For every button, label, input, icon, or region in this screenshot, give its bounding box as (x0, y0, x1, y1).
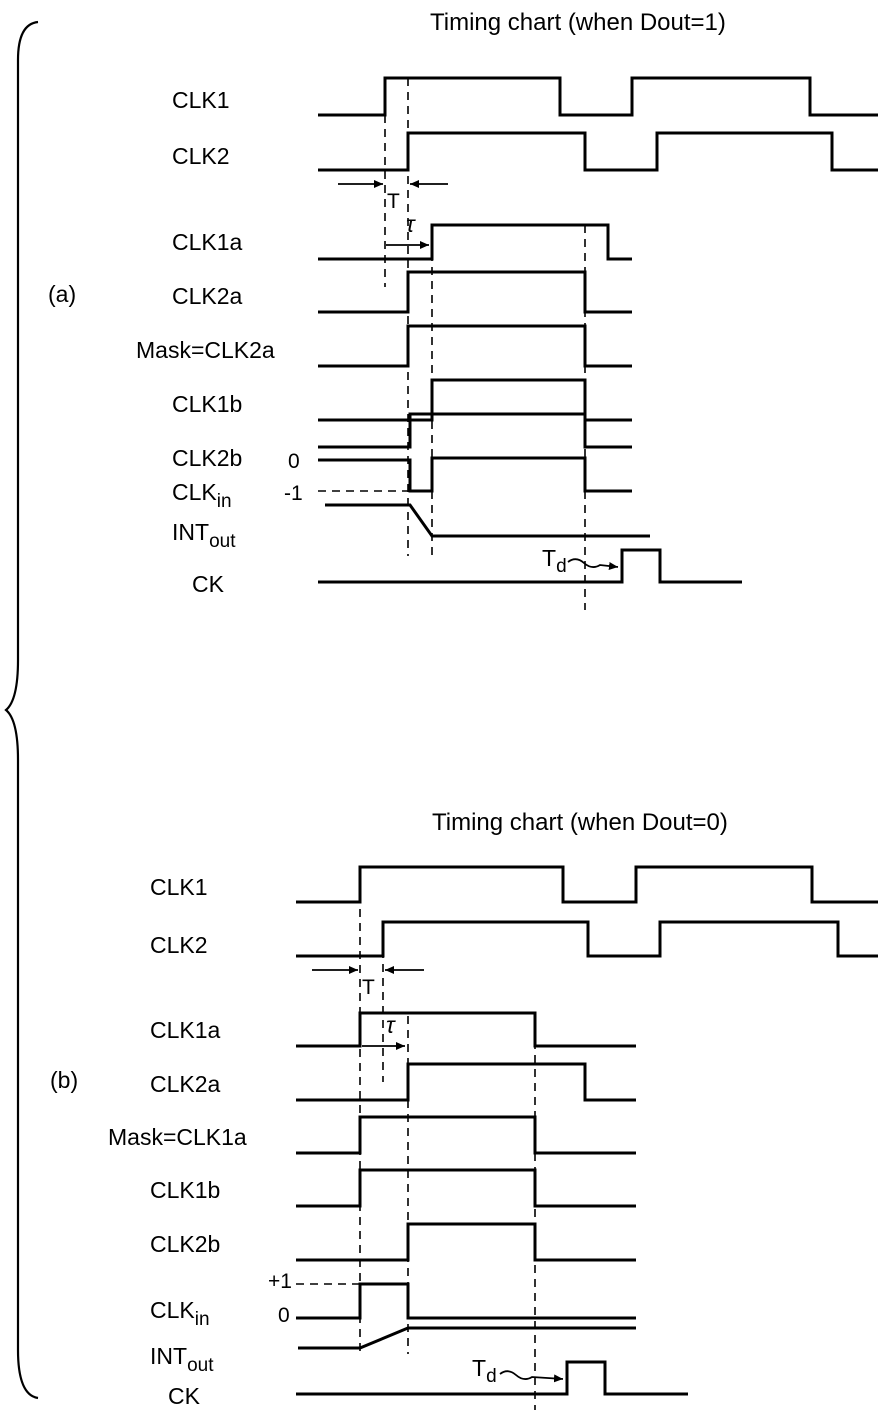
t-label: T (362, 976, 375, 999)
signal-label-clk1b: CLK1b (150, 1177, 220, 1203)
signal-label-mask: Mask=CLK1a (108, 1124, 247, 1150)
td-label: Td (542, 545, 567, 577)
signal-label-ck: CK (168, 1383, 201, 1409)
waveform-clk1a (296, 1013, 636, 1046)
signal-label-intout: INTout (172, 519, 236, 552)
waveform-mask (318, 326, 632, 366)
waveform-clk1 (296, 867, 878, 902)
t-label: T (387, 190, 400, 213)
panel-b: Timing chart (when Dout=0) (b) CLK1 CLK2… (50, 809, 878, 1410)
level-label-lower: -1 (284, 482, 303, 505)
waveform-clk2 (318, 133, 878, 170)
signal-label-mask: Mask=CLK2a (136, 337, 275, 363)
signal-label-clk1a: CLK1a (150, 1017, 221, 1043)
td-arrow (500, 1371, 563, 1379)
signal-label-clk1b: CLK1b (172, 391, 242, 417)
signal-label-clkin: CLKin (172, 479, 232, 512)
signal-label-clk1: CLK1 (172, 87, 230, 113)
signal-label-clk2: CLK2 (150, 932, 208, 958)
tau-label: τ (406, 211, 416, 237)
waveform-clk2b (296, 1224, 636, 1260)
panel-a-label: (a) (48, 281, 76, 307)
level-label-upper: +1 (268, 1270, 292, 1293)
level-label-upper: 0 (288, 450, 300, 473)
grouping-brace (6, 22, 38, 1398)
td-label: Td (472, 1355, 497, 1387)
signal-label-clk2b: CLK2b (150, 1231, 220, 1257)
waveform-clk1 (318, 78, 878, 115)
signal-label-clk1: CLK1 (150, 874, 208, 900)
panel-a-title: Timing chart (when Dout=1) (430, 9, 726, 36)
waveform-intout (298, 1328, 636, 1348)
signal-label-ck: CK (192, 571, 225, 597)
waveform-clkin (318, 458, 632, 491)
panel-b-label: (b) (50, 1067, 78, 1093)
td-arrow (568, 559, 618, 567)
waveform-clk2a (296, 1064, 636, 1100)
waveform-clk1b (296, 1170, 636, 1206)
level-label-lower: 0 (278, 1304, 290, 1327)
waveform-intout (325, 505, 650, 536)
tau-label: τ (386, 1012, 396, 1038)
signal-label-clk2a: CLK2a (150, 1071, 221, 1097)
panel-b-title: Timing chart (when Dout=0) (432, 809, 728, 836)
signal-label-clkin: CLKin (150, 1297, 210, 1330)
waveform-mask (296, 1117, 636, 1153)
signal-label-clk2: CLK2 (172, 143, 230, 169)
signal-label-intout: INTout (150, 1343, 214, 1376)
waveform-ck (318, 550, 742, 582)
panel-a: Timing chart (when Dout=1) (a) CLK1 CLK2… (48, 9, 878, 610)
waveform-clkin (296, 1284, 636, 1318)
signal-label-clk2a: CLK2a (172, 283, 243, 309)
waveform-clk2a (318, 272, 632, 312)
signal-label-clk2b: CLK2b (172, 445, 242, 471)
signal-label-clk1a: CLK1a (172, 229, 243, 255)
